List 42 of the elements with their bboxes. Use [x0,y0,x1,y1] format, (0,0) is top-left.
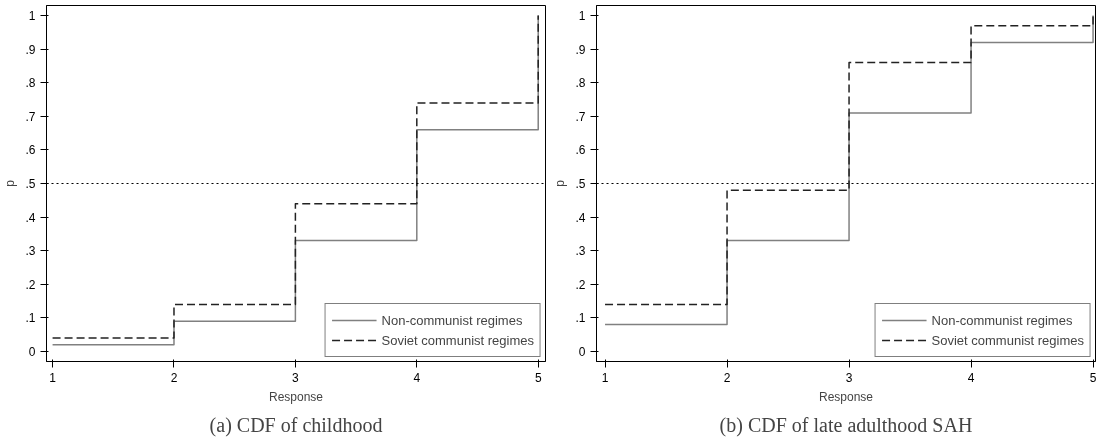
y-tick-label: .7 [25,109,36,124]
y-tick-label: 0 [578,344,586,359]
legend-label: Soviet communist regimes [931,332,1084,348]
x-tick-label: 5 [1089,370,1097,385]
text: (a) CDF of childhood [209,413,383,437]
y-tick-label: .3 [25,244,36,259]
y-axis-title: p [553,179,568,187]
y-tick-label: .5 [25,177,36,191]
x-tick-label: 3 [292,370,300,385]
x-tick-label: 4 [413,370,421,385]
y-tick-label: .2 [575,277,586,292]
x-axis-title: Response [268,389,324,404]
y-tick-label: .1 [575,311,586,326]
y-tick-label: .6 [575,143,586,158]
y-tick-label: .1 [25,311,36,326]
y-tick-label: .6 [25,143,36,158]
y-tick-label: .8 [25,76,36,91]
x-tick-label: 5 [534,370,542,385]
y-tick-label: 0 [28,344,36,359]
y-tick-label: .8 [575,76,586,91]
y-axis-title: p [3,179,18,187]
x-axis-title: Response [818,389,874,404]
legend-label: Non-communist regimes [931,312,1073,328]
legend-label: Non-communist regimes [381,312,523,328]
x-tick-label: 2 [170,370,178,385]
x-tick-label: 3 [845,370,853,385]
y-tick-label: .5 [575,177,586,191]
y-tick-label: 1 [28,9,36,24]
y-tick-label: .2 [25,277,36,292]
y-tick-label: .9 [575,42,586,57]
legend-label: Soviet communist regimes [381,332,534,348]
y-tick-label: .4 [25,210,36,225]
y-tick-label: .7 [575,109,586,124]
y-tick-label: 1 [578,9,586,24]
x-tick-label: 4 [967,370,975,385]
x-tick-label: 1 [601,370,609,385]
text: (b) CDF of late adulthood SAH [719,413,973,437]
x-tick-label: 2 [723,370,731,385]
x-tick-label: 1 [49,370,57,385]
y-tick-label: .9 [25,42,36,57]
y-tick-label: .3 [575,244,586,259]
y-tick-label: .4 [575,210,586,225]
